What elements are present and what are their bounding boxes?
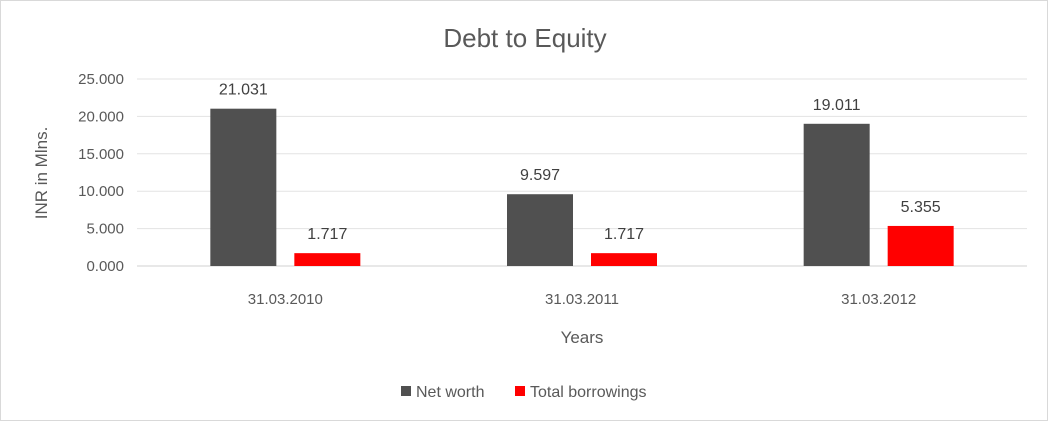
y-tick-label: 5.000 (86, 221, 124, 238)
x-axis-title: Years (561, 328, 604, 347)
data-label: 21.031 (219, 82, 268, 99)
bars (210, 108, 954, 267)
gridlines (137, 78, 1027, 267)
data-label: 19.011 (813, 97, 861, 114)
legend-label: Net worth (416, 384, 484, 401)
bar-total-borrowings (591, 253, 657, 266)
bar-net-worth (210, 108, 277, 267)
data-label: 1.717 (604, 226, 644, 243)
x-tick-label: 31.03.2011 (545, 291, 619, 308)
data-label: 1.717 (307, 226, 347, 243)
y-tick-label: 20.000 (78, 108, 124, 125)
data-labels: 21.031 1.717 9.597 1.717 19.011 5.355 (219, 82, 941, 243)
legend-swatch (401, 386, 411, 396)
y-axis-title: INR in Mlns. (32, 127, 51, 220)
y-tick-label: 0.000 (86, 258, 124, 275)
x-tick-label: 31.03.2012 (841, 291, 916, 308)
data-label: 9.597 (520, 167, 560, 184)
x-axis-ticks: 31.03.2010 31.03.2011 31.03.2012 (248, 291, 916, 308)
bar-net-worth (507, 194, 573, 266)
bar-net-worth (803, 123, 870, 266)
legend-swatch (515, 386, 525, 396)
x-tick-label: 31.03.2010 (248, 291, 323, 308)
legend-label: Total borrowings (530, 384, 647, 401)
y-tick-label: 25.000 (78, 71, 124, 88)
y-axis-ticks: 0.000 5.000 10.000 15.000 20.000 25.000 (78, 71, 124, 275)
data-label: 5.355 (901, 199, 941, 216)
chart-title: Debt to Equity (443, 23, 606, 53)
y-tick-label: 10.000 (78, 183, 124, 200)
y-tick-label: 15.000 (78, 146, 124, 163)
legend: Net worth Total borrowings (401, 384, 647, 401)
bar-total-borrowings (887, 225, 954, 266)
bar-total-borrowings (294, 253, 361, 266)
